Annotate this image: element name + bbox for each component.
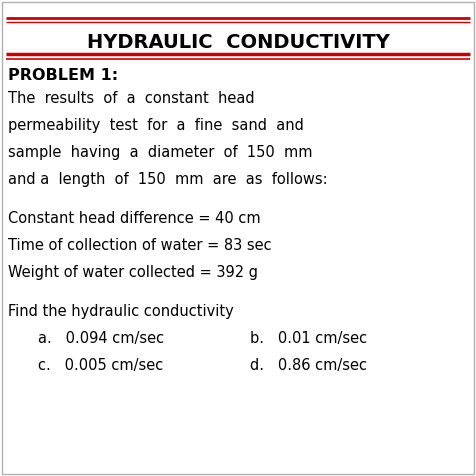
Text: HYDRAULIC  CONDUCTIVITY: HYDRAULIC CONDUCTIVITY bbox=[87, 33, 389, 52]
Text: and a  length  of  150  mm  are  as  follows:: and a length of 150 mm are as follows: bbox=[8, 172, 327, 187]
Text: Find the hydraulic conductivity: Find the hydraulic conductivity bbox=[8, 304, 234, 319]
Text: c.   0.005 cm/sec: c. 0.005 cm/sec bbox=[38, 358, 163, 373]
Text: a.   0.094 cm/sec: a. 0.094 cm/sec bbox=[38, 331, 164, 346]
Text: The  results  of  a  constant  head: The results of a constant head bbox=[8, 91, 255, 106]
Text: d.   0.86 cm/sec: d. 0.86 cm/sec bbox=[250, 358, 367, 373]
Text: PROBLEM 1:: PROBLEM 1: bbox=[8, 68, 118, 83]
Text: permeability  test  for  a  fine  sand  and: permeability test for a fine sand and bbox=[8, 118, 304, 133]
Text: Time of collection of water = 83 sec: Time of collection of water = 83 sec bbox=[8, 238, 272, 253]
Text: sample  having  a  diameter  of  150  mm: sample having a diameter of 150 mm bbox=[8, 145, 313, 160]
Text: Constant head difference = 40 cm: Constant head difference = 40 cm bbox=[8, 211, 261, 226]
Text: Weight of water collected = 392 g: Weight of water collected = 392 g bbox=[8, 265, 258, 280]
Text: b.   0.01 cm/sec: b. 0.01 cm/sec bbox=[250, 331, 367, 346]
